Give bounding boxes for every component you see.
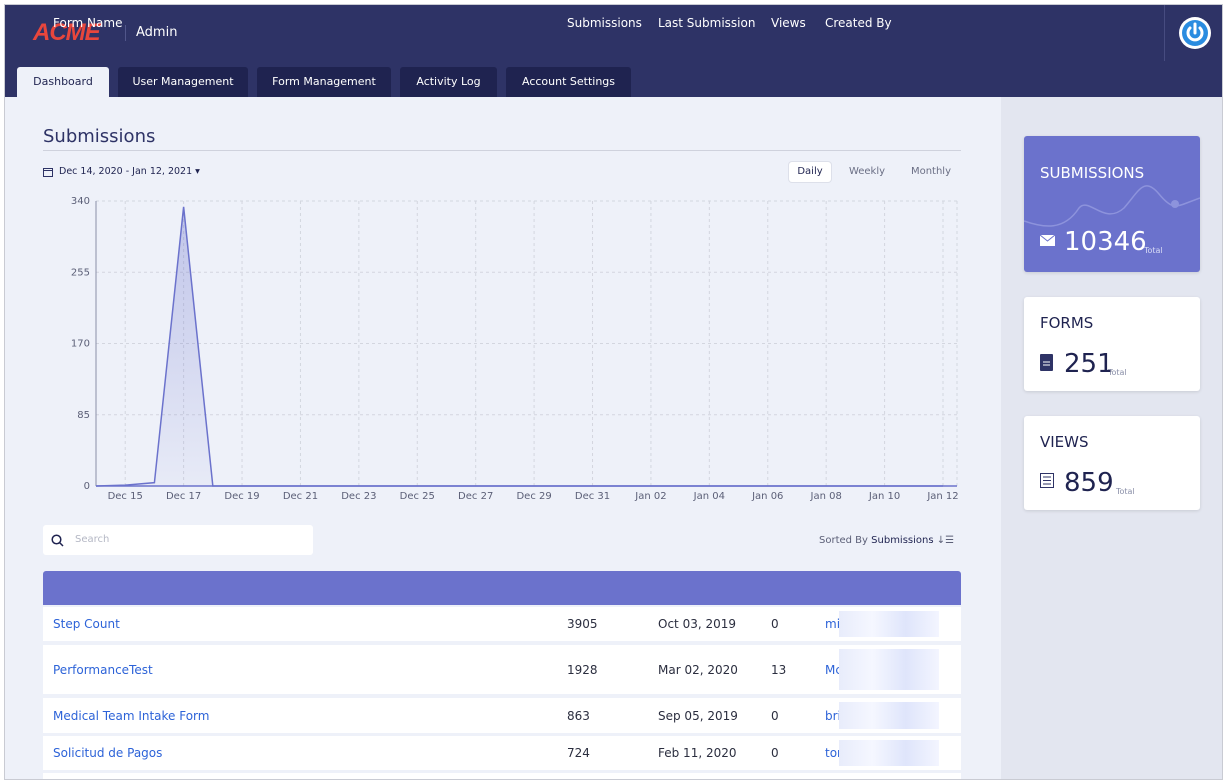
stat-unit: Total	[1144, 246, 1163, 255]
stat-card: VIEWS 859 Total	[1024, 416, 1200, 510]
y-tick-label: 255	[71, 267, 90, 278]
stat-unit: Total	[1116, 487, 1135, 496]
stat-card: FORMS 251 Total	[1024, 297, 1200, 391]
x-tick-label: Jan 10	[868, 491, 900, 502]
table-cell: Feb 11, 2020	[658, 746, 737, 760]
table-cell: Sep 05, 2019	[658, 709, 738, 723]
x-tick-label: Jan 02	[634, 491, 666, 502]
x-tick-label: Jan 06	[751, 491, 783, 502]
redacted	[839, 702, 939, 729]
table-cell[interactable]: PerformanceTest	[53, 663, 153, 677]
x-tick-label: Dec 23	[341, 491, 376, 502]
stat-unit: Total	[1108, 368, 1127, 377]
stat-value: 859	[1064, 468, 1114, 498]
stat-card: SUBMISSIONS 10346 Total	[1024, 136, 1200, 272]
stat-label: VIEWS	[1040, 433, 1089, 451]
table-cell: 863	[567, 709, 590, 723]
table-cell: 0	[771, 746, 779, 760]
table-cell[interactable]: Solicitud de Pagos	[53, 746, 162, 760]
chart: 0 85 170 255 340 Dec 15 Dec 17 Dec 19 Dec 21 Dec …	[5, 5, 1001, 515]
x-tick-label: Dec 17	[166, 491, 201, 502]
line	[96, 207, 943, 486]
x-tick-label: Dec 21	[283, 491, 318, 502]
stat-label: SUBMISSIONS	[1040, 164, 1144, 182]
area	[96, 207, 943, 486]
x-tick-label: Dec 29	[516, 491, 551, 502]
table-cell: 3905	[567, 617, 598, 631]
stat-value: 251	[1064, 349, 1114, 379]
table-header-cell: Created By	[825, 16, 892, 30]
x-tick-label: Jan 08	[810, 491, 842, 502]
x-tick-label: Jan 04	[693, 491, 725, 502]
form-icon	[1040, 354, 1053, 371]
sort-field: Submissions	[871, 535, 933, 546]
stat-value: 10346	[1064, 227, 1147, 257]
table-cell[interactable]: Medical Team Intake Form	[53, 709, 209, 723]
x-tick-label: Dec 15	[108, 491, 143, 502]
table-cell: Oct 03, 2019	[658, 617, 736, 631]
views-icon	[1040, 473, 1054, 488]
x-tick-label: Dec 27	[458, 491, 493, 502]
redacted	[839, 740, 939, 766]
table-header-cell: Last Submission	[658, 16, 755, 30]
y-tick-label: 0	[84, 481, 90, 492]
search-placeholder: Search	[75, 534, 109, 545]
sort-control[interactable]: Sorted By Submissions ↓☰	[819, 535, 954, 546]
table-row[interactable]	[43, 645, 961, 694]
table-header-cell: Form Name	[53, 16, 122, 30]
mail-icon	[1040, 235, 1055, 247]
table-header-cell: Submissions	[567, 16, 642, 30]
table-cell: Mar 02, 2020	[658, 663, 738, 677]
table-cell: 1928	[567, 663, 598, 677]
power-icon	[1165, 5, 1223, 61]
table-row[interactable]	[43, 607, 961, 641]
search-icon	[51, 534, 64, 547]
table-cell: 0	[771, 617, 779, 631]
redacted	[839, 611, 939, 637]
x-tick-label: Jan 12	[926, 491, 958, 502]
table-row	[43, 773, 961, 780]
x-tick-label: Dec 25	[400, 491, 435, 502]
y-tick-label: 85	[77, 410, 90, 421]
stat-label: FORMS	[1040, 314, 1093, 332]
table-cell: 724	[567, 746, 590, 760]
x-tick-label: Dec 19	[224, 491, 259, 502]
power-button[interactable]	[1164, 5, 1223, 61]
table-cell: 13	[771, 663, 786, 677]
redacted	[839, 649, 939, 690]
table-cell[interactable]: Step Count	[53, 617, 120, 631]
sort-label: Sorted By	[819, 535, 868, 546]
table-row[interactable]	[43, 736, 961, 770]
table-header	[43, 571, 961, 605]
table-cell: 0	[771, 709, 779, 723]
y-tick-label: 340	[71, 196, 90, 207]
app-frame: ACME Admin Dashboard User Management For…	[4, 4, 1223, 780]
y-tick-label: 170	[71, 339, 90, 350]
search-box[interactable]: Search	[43, 525, 313, 555]
table-header-cell: Views	[771, 16, 806, 30]
x-tick-label: Dec 31	[575, 491, 610, 502]
